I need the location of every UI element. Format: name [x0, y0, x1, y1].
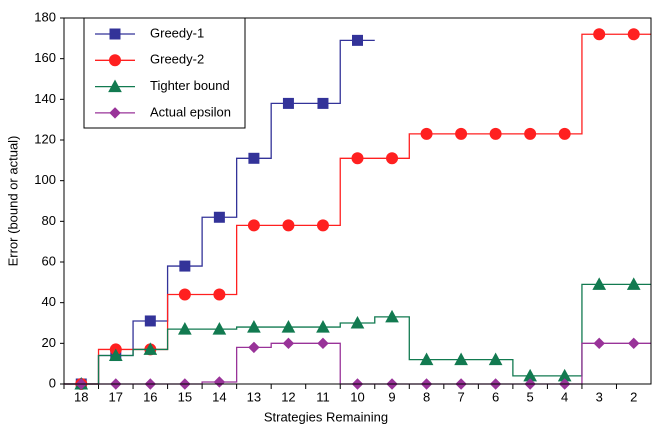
x-tick-label: 12: [281, 389, 295, 404]
data-point: [178, 322, 192, 335]
legend-label: Greedy-1: [150, 25, 204, 40]
x-tick-label: 18: [74, 389, 88, 404]
y-tick-label: 20: [42, 335, 56, 350]
data-point: [282, 337, 295, 350]
x-tick-label: 9: [388, 389, 395, 404]
x-tick-label: 17: [109, 389, 123, 404]
data-point: [282, 97, 294, 109]
data-point: [558, 127, 571, 140]
y-tick-label: 140: [34, 91, 56, 106]
x-tick-label: 16: [143, 389, 157, 404]
x-tick-label: 4: [561, 389, 568, 404]
series-line: [64, 283, 651, 385]
data-point: [628, 337, 640, 350]
data-point: [212, 322, 227, 335]
x-tick-label: 6: [492, 389, 499, 404]
legend-label: Greedy-2: [150, 52, 204, 67]
x-tick-label: 3: [596, 389, 603, 404]
data-point: [593, 337, 605, 350]
data-point: [281, 320, 296, 333]
data-point: [592, 277, 607, 290]
data-point: [524, 127, 537, 140]
legend-marker: [108, 79, 122, 93]
legend-marker: [109, 28, 121, 40]
data-point: [593, 28, 606, 41]
data-point: [144, 315, 156, 327]
x-tick-label: 10: [350, 389, 364, 404]
legend-label: Actual epsilon: [150, 104, 231, 119]
data-point: [248, 341, 260, 354]
data-point: [350, 315, 365, 329]
data-point: [316, 320, 330, 333]
y-tick-label: 40: [42, 294, 56, 309]
legend-marker: [109, 107, 121, 119]
data-point: [386, 152, 399, 165]
data-point: [143, 342, 158, 355]
y-axis-title: Error (bound or actual): [5, 136, 20, 267]
data-point: [248, 152, 260, 164]
data-point: [489, 127, 502, 140]
y-tick-label: 0: [49, 375, 56, 390]
x-tick-label: 13: [247, 389, 261, 404]
data-point: [626, 277, 641, 290]
y-tick-label: 100: [34, 172, 56, 187]
data-point: [178, 288, 191, 301]
y-tick-label: 180: [34, 9, 56, 24]
data-point: [316, 219, 329, 232]
data-point: [352, 34, 363, 46]
data-point: [213, 288, 226, 301]
x-tick-label: 7: [457, 389, 464, 404]
x-tick-label: 5: [527, 389, 534, 404]
x-axis-title: Strategies Remaining: [264, 409, 388, 424]
data-point: [627, 28, 640, 41]
data-point: [455, 127, 468, 140]
x-tick-label: 15: [178, 389, 192, 404]
plot-frame: [63, 17, 652, 385]
data-point: [385, 309, 399, 323]
x-tick-label: 8: [423, 389, 430, 404]
legend: Greedy-1 Greedy-2 Tighter bound Actual epsi…: [83, 17, 246, 129]
x-tick-label: 14: [212, 389, 226, 404]
data-point: [213, 376, 226, 388]
data-point: [454, 352, 468, 366]
data-point: [282, 219, 295, 232]
data-point: [488, 352, 503, 366]
y-tick-label: 80: [42, 213, 56, 228]
data-point: [317, 337, 329, 350]
data-point: [317, 97, 329, 109]
legend-marker: [109, 54, 121, 67]
x-tick-label: 11: [316, 389, 330, 404]
data-point: [179, 260, 191, 272]
x-tick-label: 2: [630, 389, 637, 404]
data-point: [247, 320, 261, 333]
data-point: [108, 348, 123, 362]
data-point: [213, 211, 225, 223]
legend-label: Tighter bound: [150, 78, 230, 93]
y-tick-label: 160: [34, 50, 56, 65]
y-tick-label: 120: [34, 131, 56, 146]
data-point: [247, 219, 260, 232]
data-point: [420, 127, 433, 140]
data-point: [351, 152, 364, 165]
data-point: [419, 352, 434, 366]
y-tick-label: 60: [42, 253, 56, 268]
